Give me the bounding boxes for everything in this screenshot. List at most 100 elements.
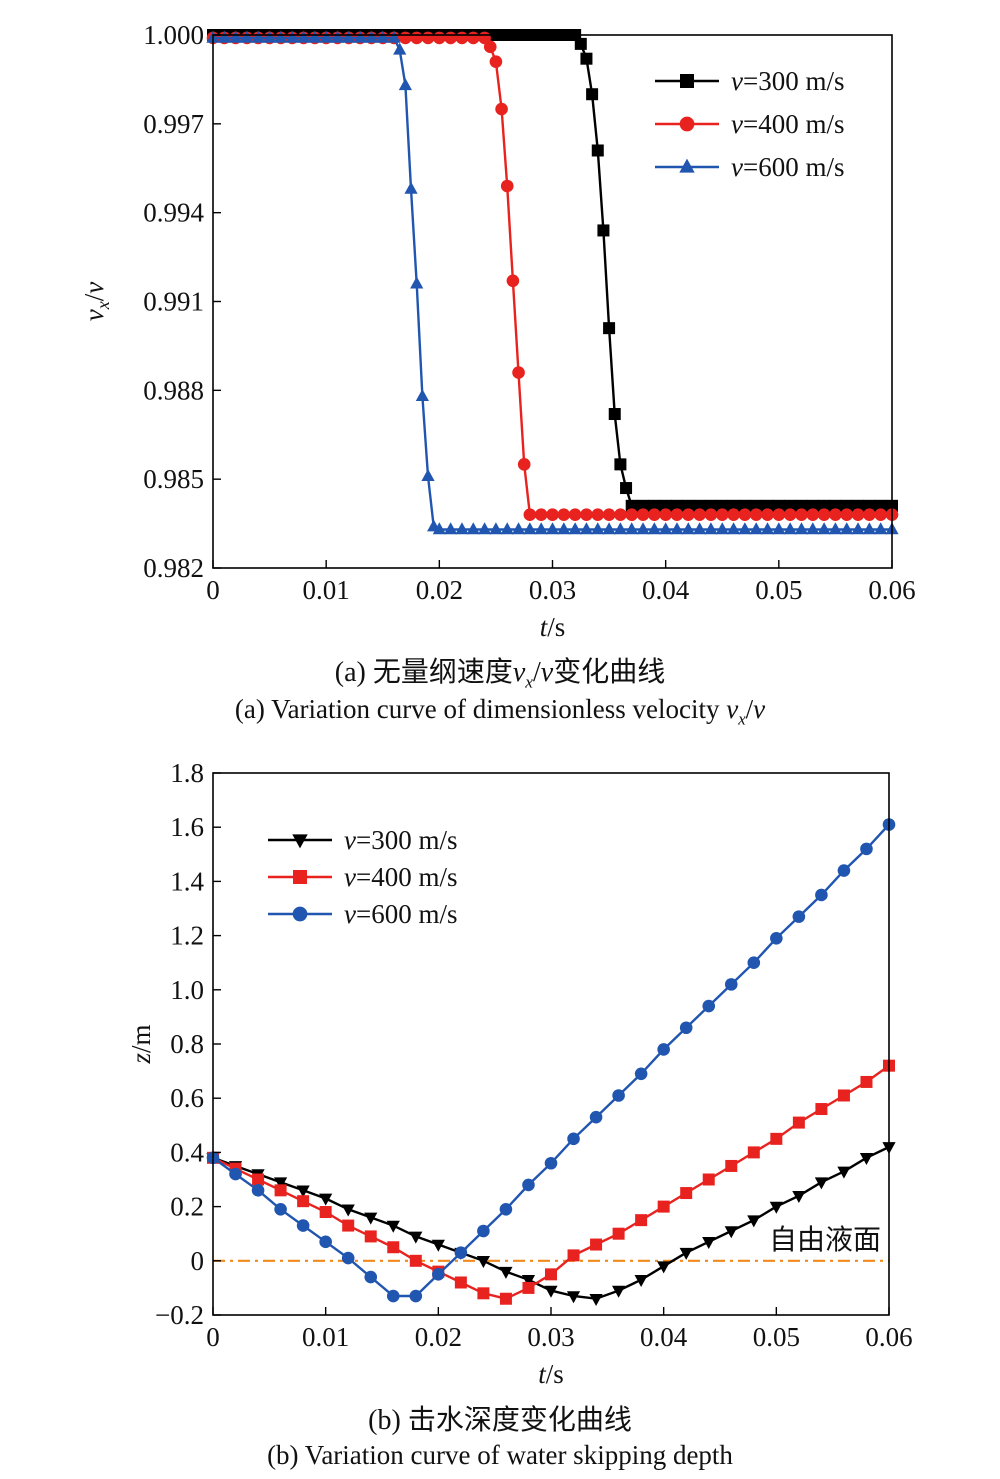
x-tick-label: 0.05 (753, 1322, 800, 1352)
data-point-s3 (387, 30, 401, 43)
data-point-s2 (319, 1206, 332, 1219)
data-point-s1 (521, 1274, 536, 1287)
data-point-s1 (612, 1285, 626, 1298)
data-point-s1 (409, 1231, 423, 1244)
x-tick-label: 0.05 (755, 575, 802, 605)
data-point-s3 (432, 1268, 445, 1281)
data-point-s3 (296, 30, 311, 43)
data-point-s1 (657, 1261, 671, 1274)
data-point-s2 (557, 508, 571, 521)
data-point-s1 (682, 499, 695, 512)
data-point-s2 (506, 274, 520, 288)
data-point-s1 (829, 499, 842, 512)
data-point-s2 (455, 31, 469, 45)
data-point-s1 (750, 499, 763, 512)
y-tick-label: 0.994 (143, 198, 204, 228)
data-point-s2 (738, 508, 752, 521)
y-tick-label: 0.991 (143, 287, 204, 317)
data-point-s3 (702, 999, 716, 1013)
data-point-s1 (716, 499, 729, 512)
data-point-s1 (319, 1193, 333, 1206)
y-axis-label: z/m (126, 1024, 156, 1064)
x-tick-label: 0.03 (527, 1322, 574, 1352)
data-point-s3 (251, 30, 265, 43)
data-point-s3 (679, 1021, 693, 1035)
data-point-s3 (410, 276, 424, 289)
data-point-s3 (772, 522, 786, 535)
y-tick-label: 0.997 (143, 109, 204, 139)
data-point-s3 (455, 522, 469, 535)
data-point-s1 (386, 1220, 400, 1233)
data-point-s1 (499, 1266, 513, 1279)
data-point-s3 (444, 522, 458, 535)
y-tick-label: 0.2 (170, 1192, 204, 1222)
data-point-s1 (792, 1190, 806, 1203)
data-point-s3 (794, 522, 809, 535)
data-point-s1 (614, 458, 627, 471)
data-point-s1 (586, 88, 599, 101)
caption-a-cn-var2: v (540, 657, 554, 688)
data-point-s2 (499, 1292, 512, 1305)
data-point-s3 (634, 1067, 648, 1081)
data-point-s3 (636, 522, 650, 535)
data-point-s3 (715, 522, 729, 535)
data-point-s2 (815, 1103, 828, 1116)
data-point-s3 (704, 522, 718, 535)
data-point-s2 (817, 508, 831, 521)
data-point-s2 (704, 508, 718, 521)
x-tick-label: 0.01 (303, 575, 350, 605)
x-tick-label: 0.02 (416, 575, 463, 605)
data-point-s3 (274, 1203, 287, 1216)
data-point-s3 (523, 522, 537, 535)
data-point-s2 (517, 458, 531, 471)
data-point-s3 (499, 1203, 513, 1216)
data-point-s3 (591, 522, 605, 535)
x-tick-label: 0.02 (415, 1322, 462, 1352)
data-point-s3 (806, 522, 820, 535)
data-point-s2 (252, 1173, 265, 1186)
data-point-s2 (670, 508, 684, 521)
data-point-s3 (500, 522, 514, 535)
data-point-s1 (806, 499, 819, 512)
data-point-s1 (837, 1166, 851, 1179)
data-point-s2 (466, 31, 480, 45)
data-point-s2 (483, 40, 497, 54)
data-point-s2 (489, 55, 503, 68)
data-point-s3 (522, 1178, 535, 1192)
data-point-s1 (364, 1212, 378, 1225)
data-point-s3 (364, 1270, 378, 1284)
data-point-s3 (579, 522, 594, 535)
x-axis-label: t/s (540, 612, 566, 642)
data-point-s2 (680, 1187, 693, 1200)
data-point-s3 (534, 522, 548, 535)
data-point-s3 (568, 522, 582, 535)
data-point-s1 (772, 499, 785, 512)
data-point-s2 (364, 1230, 377, 1243)
caption-b-chinese: (b) 击水深度变化曲线 (368, 1405, 632, 1436)
data-point-s3 (589, 1110, 603, 1124)
data-point-s1 (296, 1185, 310, 1198)
data-point-s2 (568, 508, 582, 521)
data-point-s2 (851, 508, 865, 521)
data-point-s1 (659, 499, 672, 512)
data-point-s3 (860, 842, 873, 856)
data-point-s3 (602, 522, 616, 535)
data-point-s2 (693, 508, 706, 521)
data-point-s1 (431, 1239, 445, 1252)
data-point-s2 (657, 1200, 670, 1213)
data-point-s3 (454, 1246, 468, 1259)
data-point-s3 (815, 888, 828, 902)
caption-a-cn-var: v (512, 657, 526, 688)
data-point-s2 (590, 1238, 603, 1251)
data-point-s3 (393, 42, 407, 55)
data-point-s3 (415, 389, 429, 402)
y-axis-label: vx/v (79, 282, 113, 322)
data-point-s2 (772, 508, 786, 521)
caption-a-cn-prefix: (a) 无量纲速度 (334, 657, 513, 688)
caption-a-cn-sub: x (525, 672, 533, 692)
data-point-s3 (749, 522, 763, 535)
data-point-s1 (852, 499, 865, 512)
data-point-s1 (818, 499, 831, 512)
data-point-s2 (727, 508, 740, 521)
